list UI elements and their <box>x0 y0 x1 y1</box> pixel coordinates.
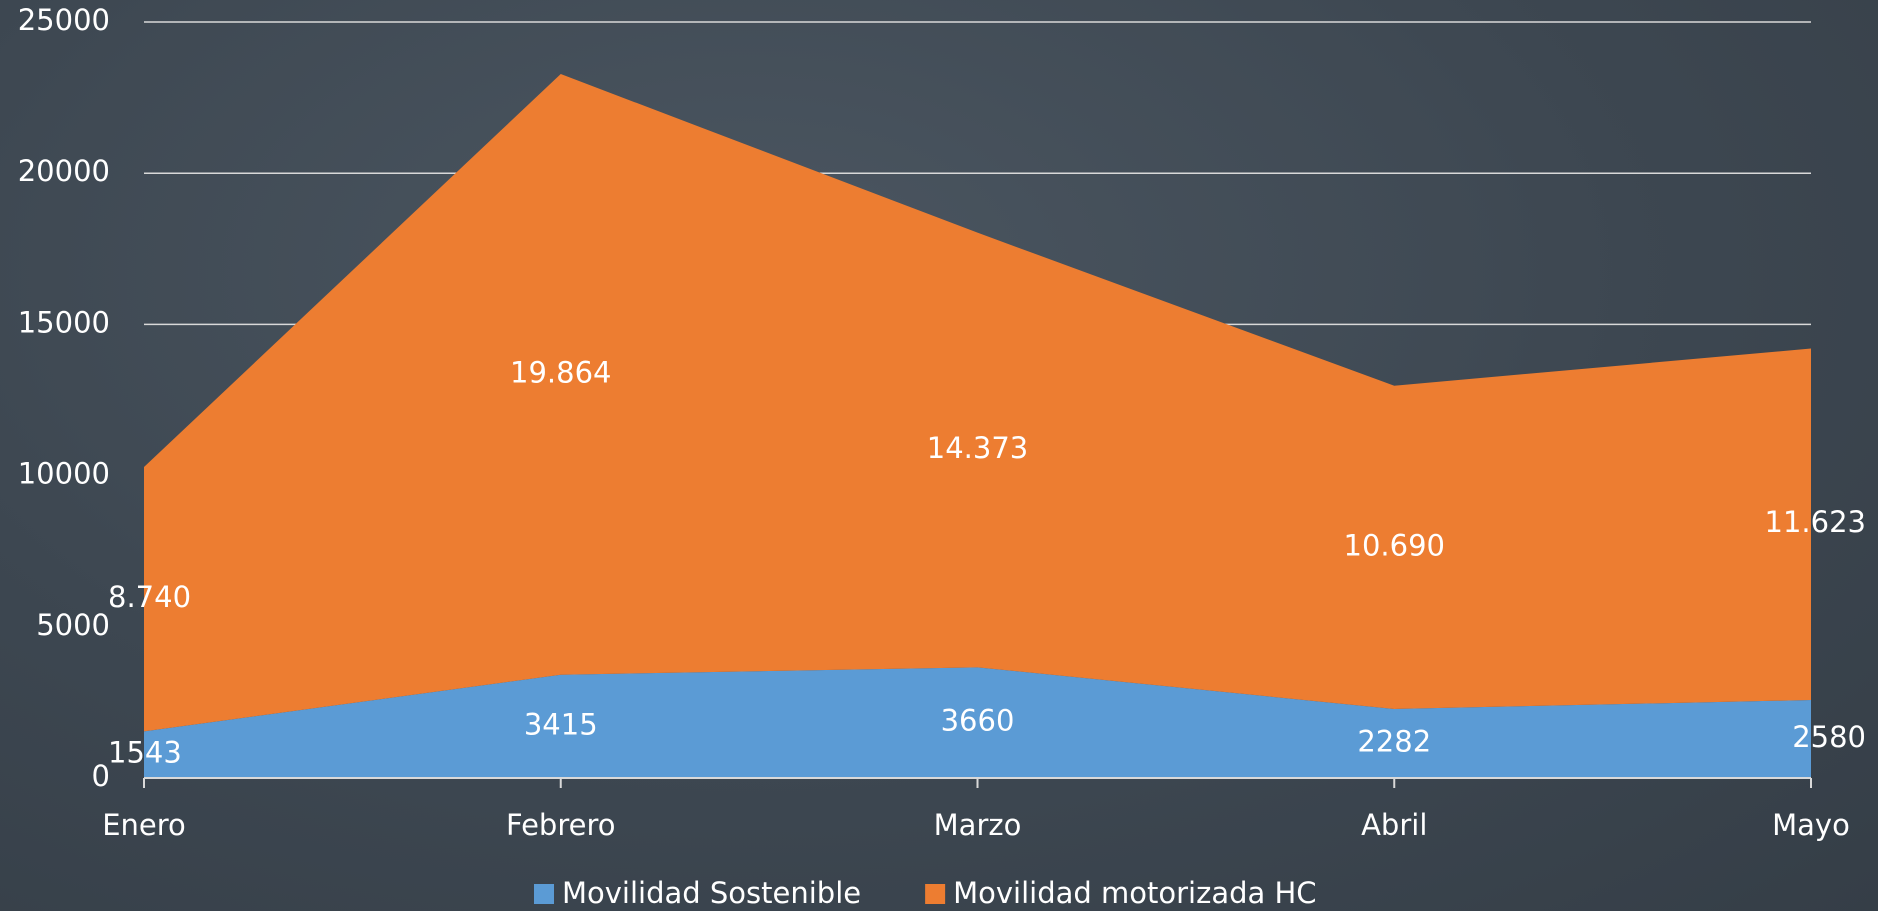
legend-label: Movilidad Sostenible <box>562 876 861 910</box>
x-tick-label: Marzo <box>934 808 1022 842</box>
data-label: 8.740 <box>108 580 191 614</box>
data-label: 14.373 <box>927 431 1028 465</box>
data-label: 10.690 <box>1344 528 1445 562</box>
data-label: 11.623 <box>1765 505 1866 539</box>
chart: 0500010000150002000025000154334153660228… <box>0 0 1878 911</box>
data-label: 19.864 <box>510 355 611 389</box>
data-label: 1543 <box>108 736 182 770</box>
data-label: 2580 <box>1792 720 1866 754</box>
y-tick-label: 25000 <box>18 3 110 37</box>
x-tick-label: Febrero <box>506 808 616 842</box>
y-tick-label: 5000 <box>36 608 110 642</box>
legend-label: Movilidad motorizada HC <box>953 876 1316 910</box>
y-tick-label: 20000 <box>18 154 110 188</box>
x-tick-label: Mayo <box>1772 808 1850 842</box>
data-label: 3415 <box>524 707 598 741</box>
y-tick-label: 15000 <box>18 305 110 339</box>
legend-swatch <box>534 884 554 904</box>
x-tick-label: Enero <box>102 808 186 842</box>
page: 0500010000150002000025000154334153660228… <box>0 0 1878 911</box>
y-tick-label: 10000 <box>18 457 110 491</box>
area-group <box>144 74 1811 778</box>
data-label: 3660 <box>941 704 1015 738</box>
data-label: 2282 <box>1357 724 1431 758</box>
legend-swatch <box>925 884 945 904</box>
x-tick-label: Abril <box>1361 808 1427 842</box>
